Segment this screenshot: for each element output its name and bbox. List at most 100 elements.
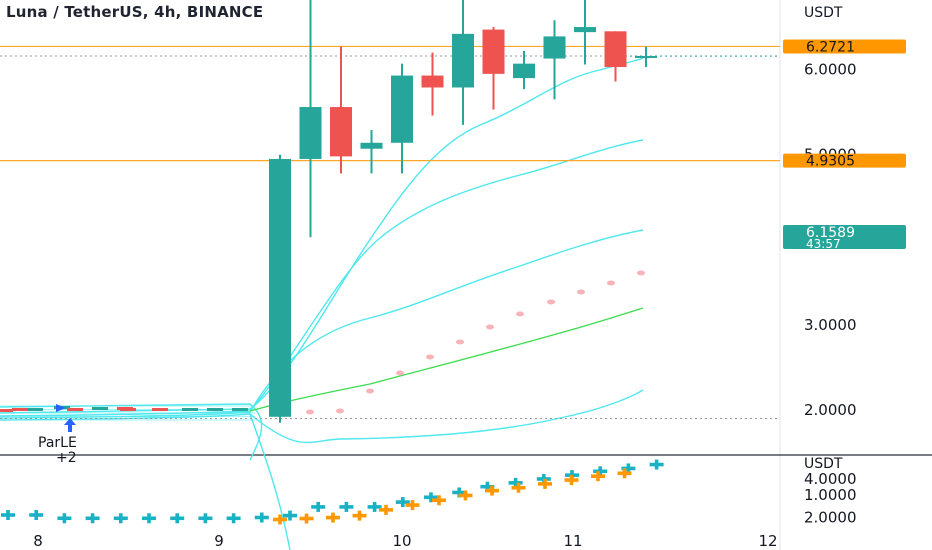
mini-candle	[182, 408, 198, 411]
price-tag-bg	[783, 153, 906, 168]
sub-marker-orange	[278, 514, 282, 525]
candle-body	[330, 107, 352, 157]
price-tick-label: 3.0000	[804, 316, 857, 334]
sar-dot	[577, 289, 585, 295]
price-tag-label: 4.9305	[806, 154, 855, 170]
mini-candle	[92, 407, 108, 410]
sub-marker-teal	[260, 512, 264, 523]
last-price-bg	[783, 225, 906, 249]
sub-marker-orange	[410, 500, 415, 511]
candle-body	[482, 29, 505, 74]
axis-unit-sub: USDT	[804, 456, 843, 472]
sub-marker-teal	[119, 513, 123, 524]
axis-unit-main: USDT	[804, 5, 843, 21]
time-tick-label: 8	[33, 532, 43, 550]
time-tick-label: 9	[214, 532, 224, 550]
sub-marker-orange	[543, 478, 547, 489]
sub-tick-label: 4.0000	[804, 470, 857, 488]
sar-dot	[366, 388, 374, 394]
sub-marker-orange	[596, 471, 600, 482]
sub-marker-teal	[513, 477, 518, 488]
sub-marker-teal	[34, 509, 38, 520]
sub-marker-teal	[654, 459, 659, 470]
sar-dot	[547, 299, 555, 305]
mini-candle	[0, 409, 13, 412]
candle-body	[452, 33, 474, 88]
band-line	[249, 413, 291, 550]
mini-candle	[120, 408, 136, 411]
mini-candle	[232, 408, 248, 411]
candle-body	[360, 142, 383, 149]
parle-label: ParLE	[38, 435, 77, 451]
sub-marker-teal	[203, 513, 208, 524]
time-tick-label: 10	[392, 532, 411, 550]
sub-marker-orange	[437, 495, 441, 506]
price-tick-label: 1.0000	[804, 486, 857, 504]
sub-marker-teal	[288, 510, 292, 521]
sub-marker-teal	[401, 497, 405, 508]
sar-dot	[456, 339, 464, 345]
band-mid-line	[249, 307, 644, 412]
sub-marker-teal	[316, 501, 320, 512]
mini-candle	[12, 408, 28, 411]
sub-marker-teal	[6, 509, 10, 520]
sub-marker-teal	[457, 487, 461, 498]
sub-marker-teal	[372, 501, 377, 512]
sar-dot	[516, 311, 524, 317]
sub-tick-label: 2.0000	[804, 509, 857, 527]
mini-candle	[67, 408, 83, 411]
price-tag-bg	[783, 39, 906, 54]
sub-marker-orange	[384, 504, 388, 515]
sub-marker-orange	[622, 468, 627, 479]
sub-marker-orange	[490, 485, 494, 496]
sar-dot	[306, 409, 314, 415]
sub-marker-orange	[516, 482, 521, 493]
sub-marker-orange	[304, 513, 309, 524]
sar-dot	[426, 354, 434, 360]
sub-marker-orange	[463, 490, 468, 501]
candle-body	[299, 107, 322, 159]
sub-marker-teal	[231, 513, 236, 524]
candle-body	[421, 75, 444, 88]
sub-marker-teal	[90, 513, 95, 524]
band-line	[0, 229, 644, 419]
band-line	[0, 389, 644, 444]
chart-title: Luna / TetherUS, 4h, BINANCE	[6, 3, 264, 21]
parle-sublabel: +2	[56, 450, 77, 466]
candle-body	[269, 158, 291, 417]
sub-marker-orange	[569, 475, 574, 486]
candle-body	[604, 31, 627, 68]
price-tag-label: 6.2721	[806, 39, 855, 55]
sub-marker-teal	[429, 492, 433, 503]
sub-marker-teal	[147, 513, 151, 524]
sar-dot	[486, 324, 494, 330]
candle-body	[635, 55, 657, 58]
countdown-label: 43:57	[806, 237, 841, 251]
parle-arrow-icon	[64, 418, 76, 432]
time-tick-label: 11	[563, 532, 582, 550]
sub-marker-teal	[344, 501, 349, 512]
sub-marker-teal	[485, 481, 490, 492]
sar-dot	[637, 270, 645, 276]
sub-marker-teal	[62, 513, 67, 524]
price-tick-label: 6.0000	[804, 61, 857, 79]
sub-marker-orange	[331, 512, 335, 523]
mini-candle	[207, 408, 223, 411]
sar-dot	[396, 370, 404, 376]
candle-body	[513, 63, 535, 79]
sub-marker-teal	[598, 466, 602, 477]
price-tick-label: 2.0000	[804, 401, 857, 419]
last-price-label: 6.1589	[806, 225, 855, 241]
band-line	[0, 139, 644, 417]
sub-marker-orange	[357, 510, 362, 521]
sar-dot	[336, 408, 344, 414]
candle-body	[574, 27, 596, 33]
mini-candle	[27, 408, 43, 411]
candle-body	[391, 75, 413, 143]
signal-triangle-icon	[56, 404, 66, 412]
candle-body	[543, 36, 566, 59]
mini-candle	[152, 408, 168, 411]
sub-marker-teal	[626, 463, 631, 474]
